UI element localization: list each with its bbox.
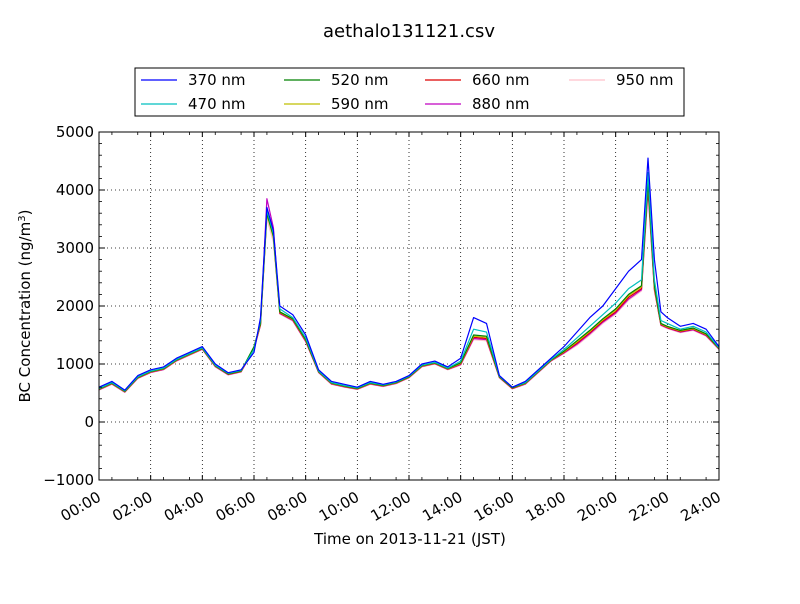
y-axis-label: BC Concentration (ng/m3) bbox=[16, 210, 34, 403]
legend-item: 660 nm bbox=[425, 71, 530, 89]
legend-label: 520 nm bbox=[331, 71, 389, 89]
y-axis-label-superscript: 3 bbox=[17, 215, 28, 221]
legend-item: 950 nm bbox=[569, 71, 674, 89]
series-lines bbox=[98, 157, 720, 393]
y-tick-label: 4000 bbox=[56, 181, 94, 199]
legend-label: 370 nm bbox=[188, 71, 246, 89]
legend-item: 520 nm bbox=[284, 71, 389, 89]
y-tick-label: 5000 bbox=[56, 123, 94, 141]
y-tick-label: 0 bbox=[84, 413, 94, 431]
legend-box bbox=[134, 67, 685, 117]
grid bbox=[99, 132, 719, 480]
legend-item: 470 nm bbox=[141, 95, 246, 113]
series-line bbox=[98, 157, 720, 391]
legend-label: 470 nm bbox=[188, 95, 246, 113]
legend: 370 nm 470 nm 520 nm 590 nm 660 nm 880 nm 950 … bbox=[134, 67, 685, 117]
y-tick-label: 1000 bbox=[56, 355, 94, 373]
legend-label: 590 nm bbox=[331, 95, 389, 113]
legend-label: 880 nm bbox=[472, 95, 530, 113]
chart-title: aethalo131121.csv bbox=[323, 21, 495, 42]
y-axis-label-end: ) bbox=[16, 210, 34, 216]
y-tick-label: −1000 bbox=[43, 471, 94, 489]
y-axis-label-main: BC Concentration (ng/m bbox=[16, 222, 34, 403]
x-axis-label: Time on 2013-11-21 (JST) bbox=[313, 530, 506, 548]
legend-label: 950 nm bbox=[616, 71, 674, 89]
y-tick-label: 3000 bbox=[56, 239, 94, 257]
legend-item: 590 nm bbox=[284, 95, 389, 113]
legend-label: 660 nm bbox=[472, 71, 530, 89]
y-tick-label: 2000 bbox=[56, 297, 94, 315]
legend-item: 370 nm bbox=[141, 71, 246, 89]
legend-item: 880 nm bbox=[425, 95, 530, 113]
